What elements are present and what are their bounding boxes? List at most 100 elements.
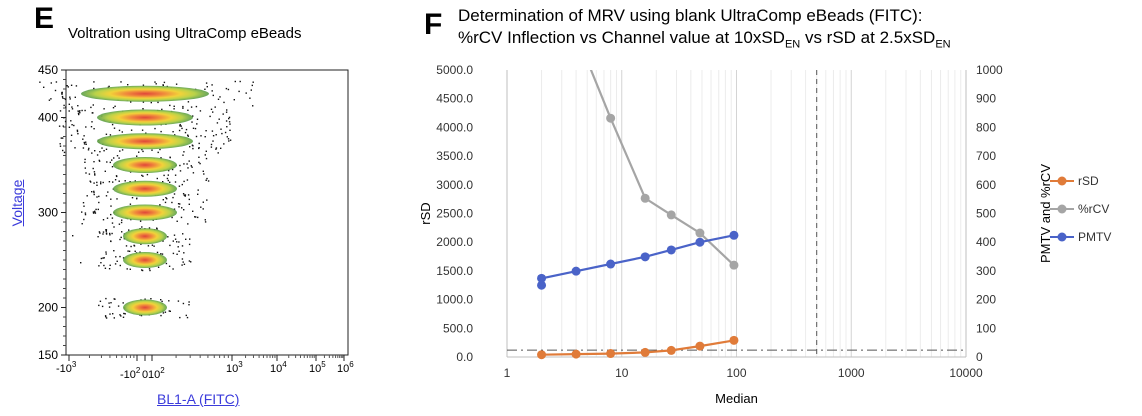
event-dot (239, 80, 241, 83)
y-right-tick-label: 200 (976, 293, 996, 307)
event-dot (85, 126, 87, 128)
event-dot (84, 158, 86, 161)
event-dot (192, 127, 195, 129)
event-dot (183, 151, 185, 153)
event-dot (68, 103, 70, 105)
event-dot (171, 216, 173, 219)
bead-population (123, 252, 167, 268)
event-dot (105, 229, 107, 231)
x-tick-label: 1000 (838, 366, 865, 380)
event-dot (156, 177, 158, 180)
event-dot (192, 210, 194, 212)
x-tick-label: -103 (56, 360, 77, 375)
event-dot (117, 305, 120, 307)
event-dot (93, 171, 96, 173)
y-right-tick-label: 700 (976, 149, 996, 163)
event-dot (105, 133, 108, 135)
event-dot (172, 252, 175, 255)
event-dot (113, 127, 116, 129)
event-dot (192, 115, 194, 117)
event-dot (164, 201, 167, 204)
event-dot (88, 173, 91, 175)
event-dot (85, 143, 87, 145)
event-dot (61, 95, 64, 98)
event-dot (130, 129, 133, 131)
event-dot (98, 159, 100, 162)
event-dot (160, 157, 162, 159)
event-dot (168, 169, 170, 172)
event-dot (93, 128, 95, 130)
event-dot (123, 312, 125, 315)
event-dot (194, 127, 197, 130)
event-dot (164, 311, 167, 313)
event-dot (119, 264, 121, 267)
event-dot (203, 173, 205, 175)
event-dot (59, 145, 62, 147)
event-dot (162, 84, 164, 86)
event-dot (65, 106, 67, 108)
event-dot (70, 134, 73, 136)
event-dot (157, 151, 159, 154)
event-dot (225, 111, 228, 113)
event-dot (100, 181, 102, 183)
y-left-tick-label: 3000.0 (436, 178, 473, 192)
event-dot (178, 185, 181, 187)
event-dot (219, 96, 221, 98)
event-dot (227, 88, 230, 91)
event-dot (93, 182, 95, 184)
event-dot (189, 146, 191, 148)
event-dot (211, 90, 213, 92)
event-dot (207, 180, 210, 182)
event-dot (110, 213, 112, 216)
event-dot (187, 101, 190, 103)
event-dot (179, 316, 181, 319)
event-dot (157, 101, 159, 104)
event-dot (105, 148, 108, 150)
panel-e-x-axis-label[interactable]: BL1-A (FITC) (157, 391, 240, 407)
event-dot (83, 141, 85, 144)
event-dot (102, 231, 105, 233)
event-dot (109, 134, 112, 136)
event-dot (62, 149, 64, 152)
event-dot (70, 140, 72, 142)
event-dot (187, 135, 189, 137)
event-dot (89, 180, 91, 182)
event-dot (195, 216, 197, 218)
event-dot (204, 154, 206, 156)
event-dot (128, 250, 131, 252)
event-dot (169, 310, 171, 312)
event-dot (92, 167, 94, 170)
event-dot (182, 107, 184, 109)
event-dot (80, 262, 82, 264)
event-dot (129, 203, 132, 205)
panel-letter-f: F (424, 8, 443, 41)
event-dot (119, 150, 121, 152)
event-dot (252, 81, 254, 83)
event-dot (211, 84, 213, 86)
series-point-pct-rcv (695, 228, 705, 238)
event-dot (115, 256, 117, 258)
event-dot (91, 121, 93, 123)
event-dot (81, 223, 83, 225)
bead-population (113, 180, 177, 197)
series-point-rsd (640, 347, 650, 357)
event-dot (104, 315, 107, 317)
event-dot (225, 120, 228, 122)
event-dot (148, 268, 151, 270)
event-dot (78, 113, 80, 116)
event-dot (55, 81, 58, 83)
event-dot (93, 87, 95, 90)
event-dot (149, 269, 151, 272)
event-dot (120, 236, 122, 239)
event-dot (91, 152, 93, 154)
event-dot (113, 157, 115, 159)
event-dot (159, 148, 161, 151)
x-tick-label: 103 (226, 360, 243, 375)
event-dot (191, 121, 193, 123)
event-dot (136, 155, 138, 157)
event-dot (71, 108, 74, 110)
bead-population (113, 204, 177, 221)
event-dot (181, 127, 183, 130)
event-dot (179, 125, 181, 127)
event-dot (73, 124, 75, 127)
